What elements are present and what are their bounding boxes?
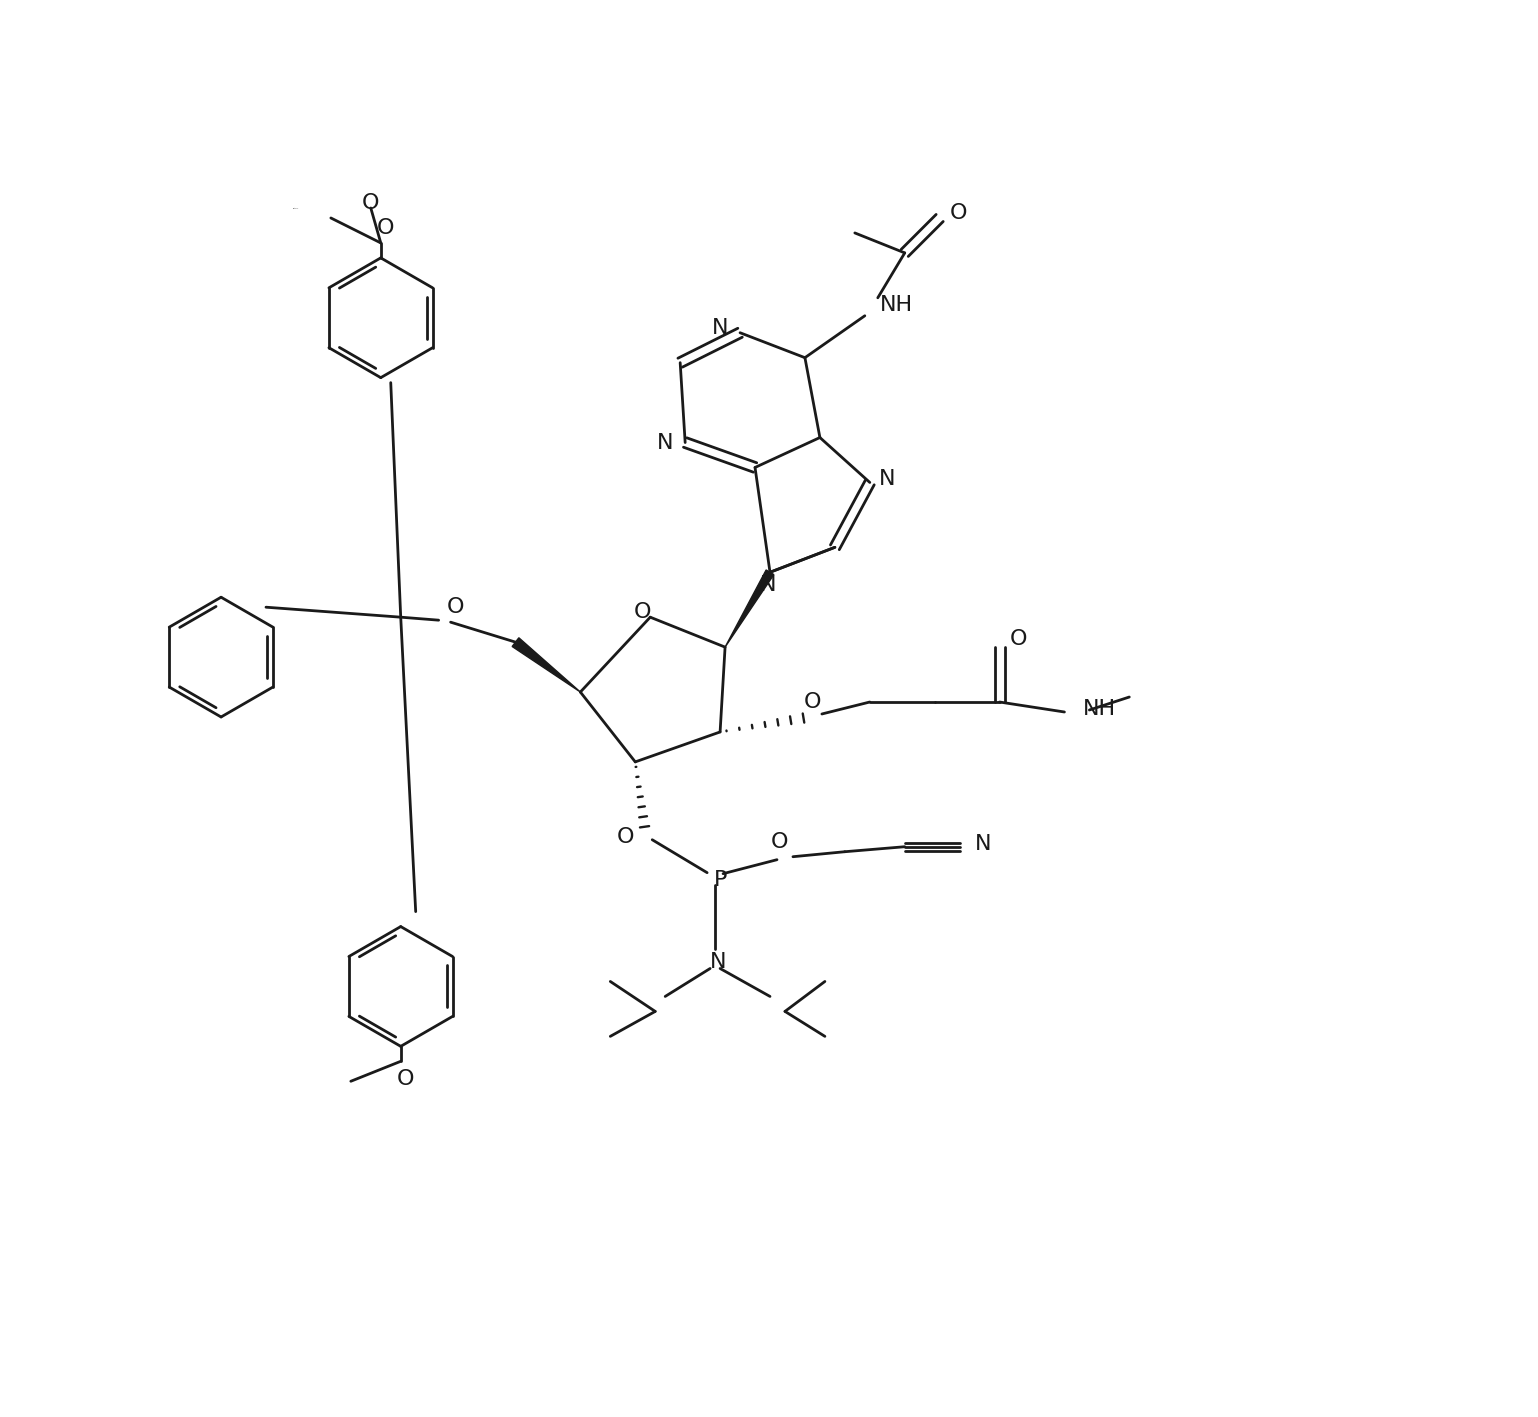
- Text: O: O: [949, 203, 967, 222]
- Text: O: O: [397, 1070, 414, 1090]
- Text: O: O: [634, 602, 651, 622]
- Text: NH: NH: [1083, 699, 1115, 718]
- Text: O: O: [804, 691, 821, 711]
- Text: O: O: [771, 832, 789, 852]
- Text: P: P: [714, 870, 727, 890]
- Text: O: O: [361, 193, 380, 213]
- Text: O: O: [617, 826, 634, 847]
- Polygon shape: [512, 638, 580, 691]
- Text: O: O: [448, 597, 464, 618]
- Text: N: N: [712, 317, 729, 337]
- Text: O: O: [1009, 629, 1027, 649]
- Text: N: N: [657, 432, 674, 452]
- Text: O: O: [377, 218, 395, 238]
- Text: N: N: [711, 951, 726, 972]
- Text: N: N: [760, 575, 777, 595]
- Polygon shape: [724, 570, 774, 648]
- Text: N: N: [975, 833, 990, 853]
- Text: NH: NH: [880, 295, 914, 315]
- Text: N: N: [878, 469, 895, 489]
